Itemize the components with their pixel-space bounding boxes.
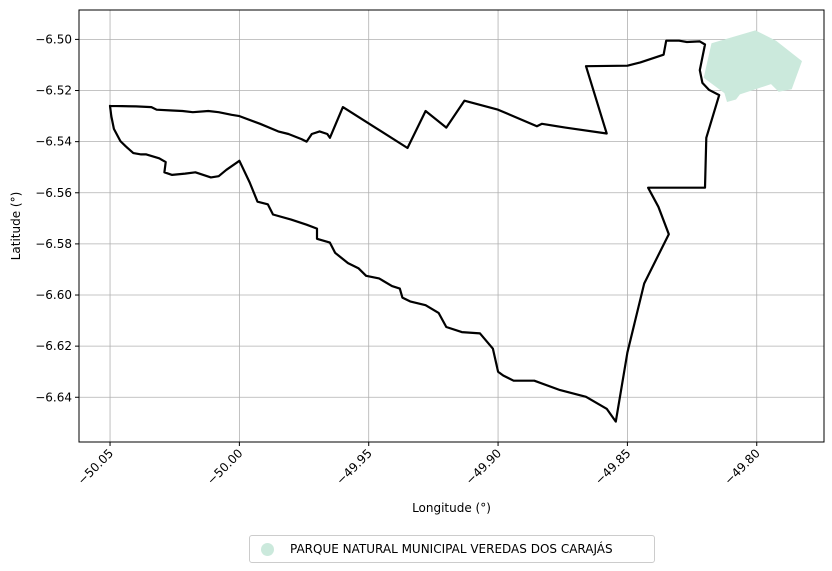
y-tick-label: −6.62: [35, 339, 72, 353]
legend: PARQUE NATURAL MUNICIPAL VEREDAS DOS CAR…: [249, 535, 655, 563]
x-tick-label: −49.95: [334, 446, 375, 487]
x-tick-label: −49.85: [592, 446, 633, 487]
y-tick-label: −6.60: [35, 288, 72, 302]
municipality-boundary: [108, 39, 721, 423]
legend-label: PARQUE NATURAL MUNICIPAL VEREDAS DOS CAR…: [290, 542, 613, 556]
y-tick-label: −6.52: [35, 84, 72, 98]
plot-frame: [78, 9, 825, 443]
x-axis-ticks: −50.05 −50.00 −49.95 −49.90 −49.85 −49.80: [75, 442, 763, 488]
y-tick-label: −6.50: [35, 32, 72, 46]
x-tick-label: −49.90: [463, 446, 504, 487]
y-tick-label: −6.58: [35, 237, 72, 251]
map-layers: [108, 30, 802, 423]
y-tick-label: −6.56: [35, 186, 72, 200]
park-polygon: [703, 30, 802, 102]
x-tick-label: −50.00: [204, 446, 245, 487]
y-tick-label: −6.64: [35, 390, 72, 404]
x-tick-label: −50.05: [75, 446, 116, 487]
y-tick-label: −6.54: [35, 135, 72, 149]
y-axis-title: Latitude (°): [9, 192, 23, 261]
x-tick-label: −49.80: [722, 446, 763, 487]
legend-swatch-circle: [261, 542, 274, 556]
x-axis-title: Longitude (°): [412, 501, 491, 515]
y-axis-ticks: −6.50 −6.52 −6.54 −6.56 −6.58 −6.60 −6.62 −6.64: [35, 32, 79, 404]
